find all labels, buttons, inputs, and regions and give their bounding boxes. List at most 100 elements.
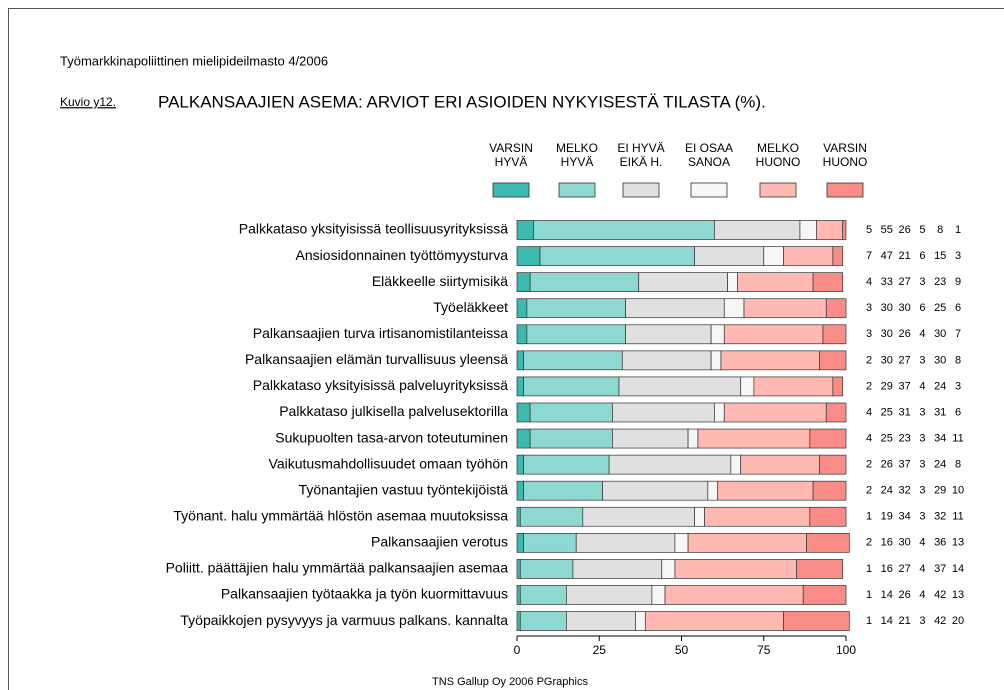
bar-segment (516, 506, 521, 527)
bar-segment (529, 272, 640, 292)
bar-segment (519, 585, 567, 605)
bar-segment (651, 585, 666, 605)
value-label: 2 (866, 537, 872, 549)
value-label: 11 (952, 511, 963, 523)
bar-segment (612, 428, 689, 449)
legend-swatch (759, 182, 797, 198)
value-label: 24 (881, 485, 893, 497)
value-label: 8 (937, 224, 943, 236)
bar-segment (516, 454, 524, 475)
bar-segment (516, 532, 524, 553)
bar-segment (806, 532, 850, 553)
bar-segment (612, 402, 715, 423)
bar-segment (723, 298, 745, 319)
value-label: 29 (881, 380, 893, 392)
x-tick-label: 0 (514, 643, 521, 657)
value-label: 37 (934, 563, 946, 575)
bar-segment (523, 376, 620, 397)
bar-segment (723, 402, 827, 423)
bar-segment (694, 246, 765, 266)
value-label: 23 (898, 432, 910, 444)
bar-segment (694, 506, 705, 527)
value-label: 3 (919, 276, 925, 288)
value-label: 3 (919, 354, 925, 366)
value-label: 30 (898, 302, 910, 314)
bar-segment (602, 480, 709, 501)
value-label: 6 (919, 302, 925, 314)
value-label: 1 (866, 563, 872, 575)
bar-segment (674, 559, 797, 579)
value-label: 5 (866, 224, 872, 236)
bar-segment (608, 454, 732, 475)
bar-segment (723, 324, 824, 345)
value-label: 32 (934, 511, 946, 523)
bar-segment (674, 532, 689, 553)
value-label: 8 (955, 459, 961, 471)
bar-segment (832, 376, 844, 397)
bar-segment (783, 246, 834, 266)
bar-segment (714, 220, 801, 240)
x-tick-label: 100 (836, 643, 856, 657)
legend-label: EI OSAA SANOA (684, 141, 734, 169)
x-tick-label: 50 (675, 643, 689, 657)
bar-segment (516, 559, 521, 579)
value-label: 31 (898, 406, 910, 418)
value-label: 15 (934, 250, 946, 262)
value-label: 7 (866, 250, 872, 262)
category-label: Työnantajien vastuu työntekijöistä (299, 481, 509, 497)
category-label: Ansiosidonnainen työttömyysturva (296, 247, 509, 263)
value-label: 9 (955, 276, 961, 288)
value-label: 3 (919, 406, 925, 418)
value-label: 1 (866, 511, 872, 523)
bar-segment (809, 506, 847, 527)
value-label: 24 (934, 459, 946, 471)
value-label: 14 (952, 563, 964, 575)
value-label: 33 (881, 276, 893, 288)
bar-segment (661, 559, 676, 579)
bar-segment (740, 376, 755, 397)
bar-segment (704, 506, 811, 527)
bar-segment (618, 376, 742, 397)
bar-segment (799, 220, 817, 240)
value-label: 3 (919, 615, 925, 627)
value-label: 3 (955, 250, 961, 262)
bar-segment (519, 559, 574, 579)
value-label: 11 (952, 432, 963, 444)
bar-segment (737, 272, 814, 292)
category-label: Palkkataso yksityisissä teollisuusyrityk… (239, 221, 508, 237)
value-label: 4 (919, 328, 925, 340)
bar-segment (526, 324, 626, 345)
value-label: 2 (866, 354, 872, 366)
category-label: Palkansaajien verotus (371, 534, 508, 550)
bar-segment (714, 402, 725, 423)
bar-segment (707, 480, 719, 501)
legend-swatch (690, 182, 728, 198)
bar-segment (809, 428, 847, 449)
bar-segment (730, 454, 742, 475)
value-label: 14 (881, 589, 893, 601)
legend-swatch (492, 182, 530, 198)
legend-label: EI HYVÄ EIKÄ H. (617, 141, 665, 169)
value-label: 13 (952, 537, 964, 549)
category-label: Palkansaajien turva irtisanomistilanteis… (253, 325, 508, 341)
category-label: Poliitt. päättäjien halu ymmärtää palkan… (166, 560, 509, 576)
value-label: 1 (866, 615, 872, 627)
value-label: 25 (881, 406, 893, 418)
value-label: 32 (898, 485, 910, 497)
category-label: Työpaikkojen pysyvyys ja varmuus palkans… (180, 612, 508, 628)
value-label: 26 (898, 589, 910, 601)
bar-segment (516, 376, 524, 397)
value-label: 8 (955, 354, 961, 366)
value-label: 3 (919, 485, 925, 497)
value-label: 16 (881, 537, 893, 549)
bar-segment (572, 559, 663, 579)
value-label: 30 (898, 537, 910, 549)
bar-segment (529, 428, 613, 449)
value-label: 30 (881, 328, 893, 340)
value-label: 27 (898, 354, 910, 366)
bar-segment (582, 506, 696, 527)
bar-segment (802, 585, 847, 605)
bar-segment (516, 350, 524, 371)
bar-segment (832, 246, 844, 266)
